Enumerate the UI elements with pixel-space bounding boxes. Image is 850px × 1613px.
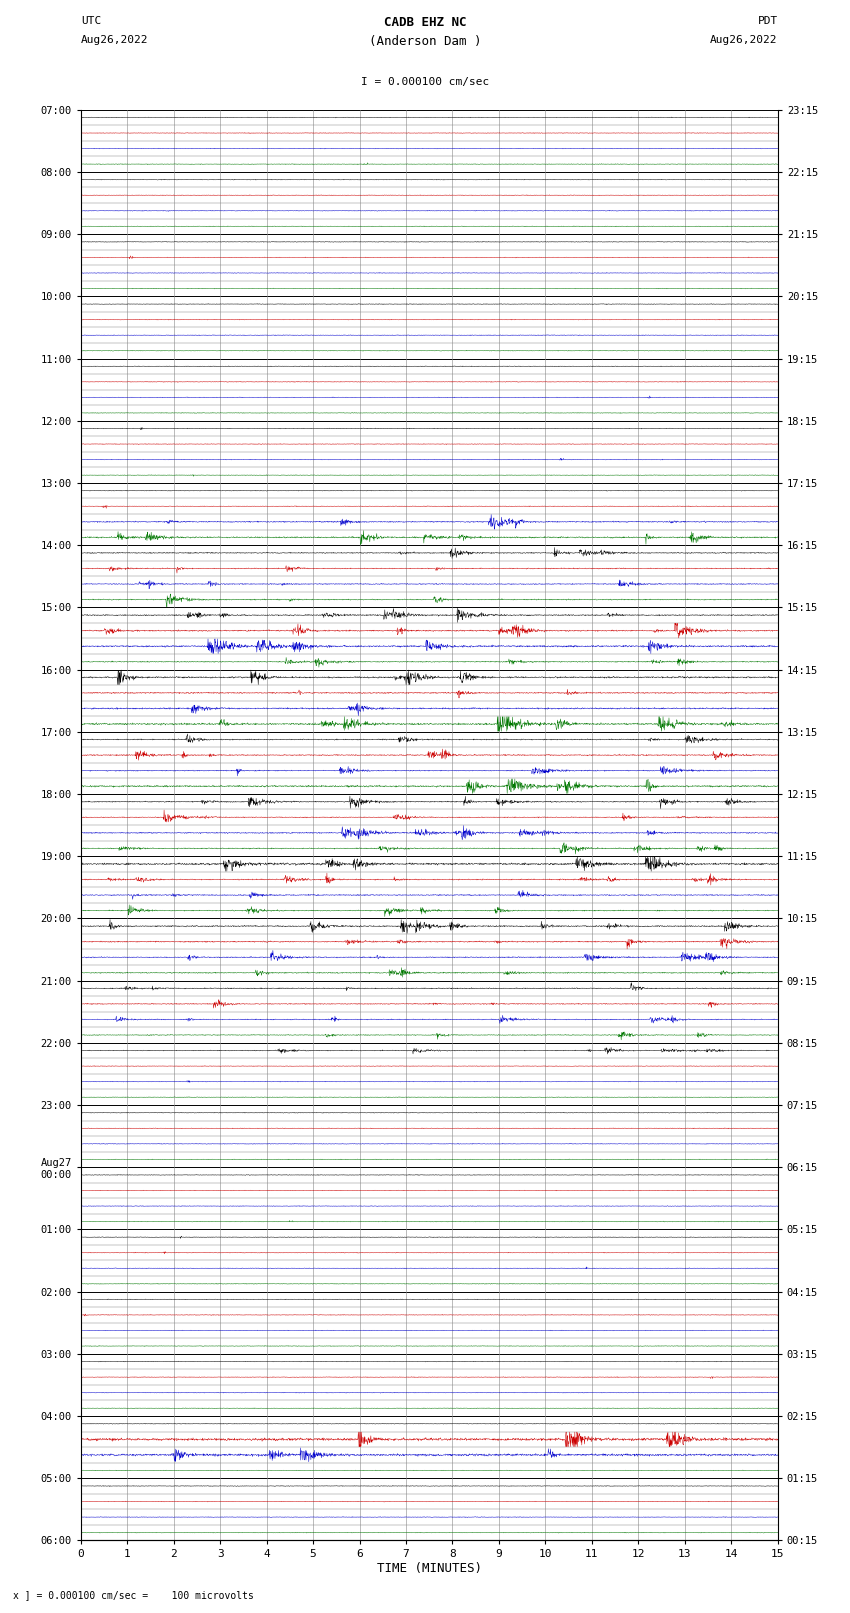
Text: PDT: PDT — [757, 16, 778, 26]
Text: Aug26,2022: Aug26,2022 — [711, 35, 778, 45]
Text: CADB EHZ NC: CADB EHZ NC — [383, 16, 467, 29]
Text: Aug26,2022: Aug26,2022 — [81, 35, 148, 45]
Text: x ] = 0.000100 cm/sec =    100 microvolts: x ] = 0.000100 cm/sec = 100 microvolts — [13, 1590, 253, 1600]
Text: I = 0.000100 cm/sec: I = 0.000100 cm/sec — [361, 77, 489, 87]
Text: UTC: UTC — [81, 16, 101, 26]
X-axis label: TIME (MINUTES): TIME (MINUTES) — [377, 1563, 482, 1576]
Text: (Anderson Dam ): (Anderson Dam ) — [369, 35, 481, 48]
